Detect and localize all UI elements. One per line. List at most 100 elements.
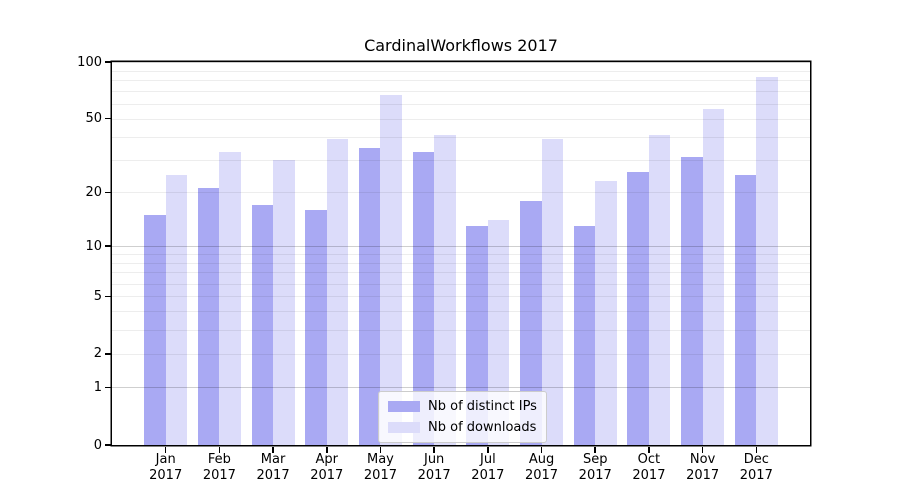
bar-downloads [380,94,402,445]
x-tick-year: 2017 [686,468,720,483]
minor-gridline [112,103,810,105]
bar-distinct-ips [251,205,274,445]
major-gridline [112,62,810,63]
bar-downloads [219,152,241,445]
legend-label: Nb of distinct IPs [428,399,537,414]
legend-item: Nb of downloads [388,420,537,435]
bar-distinct-ips [681,157,703,445]
bar-distinct-ips [573,226,596,445]
bar-downloads [326,138,349,445]
x-tick-label: Mar 2017 [241,452,305,484]
y-tick-mark [105,444,111,446]
x-tick-label: Nov 2017 [671,452,735,484]
x-tick-mark [594,446,596,453]
x-tick-month: Sep [582,452,608,467]
x-tick-label: Jul 2017 [456,452,520,484]
x-tick-year: 2017 [417,468,451,483]
x-tick-month: Jul [480,452,496,467]
y-tick-mark [105,61,111,63]
bar-downloads [595,181,617,445]
y-tick-label: 10 [85,238,102,254]
x-tick-month: Oct [637,452,661,467]
y-tick-mark [105,353,111,355]
bar-distinct-ips [305,209,327,445]
x-tick-label: Aug 2017 [510,452,574,484]
x-tick-mark [379,446,382,453]
x-tick-label: Jun 2017 [402,452,466,484]
x-tick-mark [540,446,543,453]
bar-downloads [434,134,456,445]
y-tick-label: 0 [93,437,102,453]
x-tick-month: Apr [315,452,339,467]
x-tick-label: Oct 2017 [617,452,681,484]
x-tick-year: 2017 [202,468,236,483]
x-tick-mark [326,446,328,453]
x-tick-label: Sep 2017 [563,452,627,484]
x-tick-mark [272,446,274,453]
bar-distinct-ips [144,214,166,445]
x-tick-month: Mar [260,452,286,467]
minor-gridline [112,80,810,82]
bar-distinct-ips [627,171,649,445]
x-tick-month: Jan [155,452,176,467]
x-tick-label: Apr 2017 [295,452,359,484]
bar-distinct-ips [520,200,542,445]
bar-downloads [648,134,671,445]
bar-distinct-ips [358,147,381,445]
x-tick-month: Dec [743,452,769,467]
y-tick-mark [105,245,111,247]
x-tick-year: 2017 [310,468,344,483]
y-tick-label: 5 [93,288,102,304]
bar-downloads [702,109,725,445]
bar-downloads [273,160,295,445]
bar-distinct-ips [412,152,435,445]
y-tick-label: 100 [77,54,102,70]
x-tick-year: 2017 [632,468,666,483]
y-tick-mark [105,295,111,298]
y-tick-mark [105,386,111,389]
legend-item: Nb of distinct IPs [388,399,537,414]
bar-downloads [487,220,510,445]
bar-distinct-ips [466,226,488,445]
y-tick-label: 50 [85,111,102,127]
y-tick-mark [105,117,111,120]
bar-downloads [541,138,564,445]
legend: Nb of distinct IPs Nb of downloads [378,391,547,443]
x-tick-month: Jun [423,452,445,467]
minor-gridline [112,91,810,93]
bar-downloads [165,174,188,445]
x-tick-mark [755,446,758,453]
plot-area [112,62,810,445]
y-tick-mark [105,191,111,194]
legend-swatch-icon [388,422,420,433]
x-tick-year: 2017 [739,468,773,483]
x-tick-month: Feb [207,452,231,467]
x-tick-year: 2017 [363,468,397,483]
bar-distinct-ips [734,174,757,445]
x-tick-month: Nov [689,452,716,467]
x-tick-mark [487,446,489,453]
x-tick-month: May [367,452,394,467]
x-tick-year: 2017 [256,468,290,483]
x-tick-label: May 2017 [348,452,412,484]
x-tick-label: Jan 2017 [134,452,198,484]
chart-title: CardinalWorkflows 2017 [364,36,558,55]
y-tick-label: 1 [93,379,102,395]
x-tick-label: Feb 2017 [187,452,251,484]
minor-gridline [112,70,810,72]
x-tick-mark [701,446,704,453]
bar-downloads [756,77,778,445]
bar-distinct-ips [197,188,220,445]
x-tick-mark [648,446,650,453]
x-tick-year: 2017 [578,468,612,483]
x-tick-year: 2017 [471,468,505,483]
x-tick-year: 2017 [524,468,559,483]
y-tick-label: 20 [85,184,102,200]
legend-swatch-icon [388,401,420,412]
x-tick-label: Dec 2017 [724,452,788,484]
legend-label: Nb of downloads [428,420,537,435]
x-tick-mark [433,446,435,453]
x-tick-mark [164,446,167,453]
x-tick-year: 2017 [149,468,183,483]
